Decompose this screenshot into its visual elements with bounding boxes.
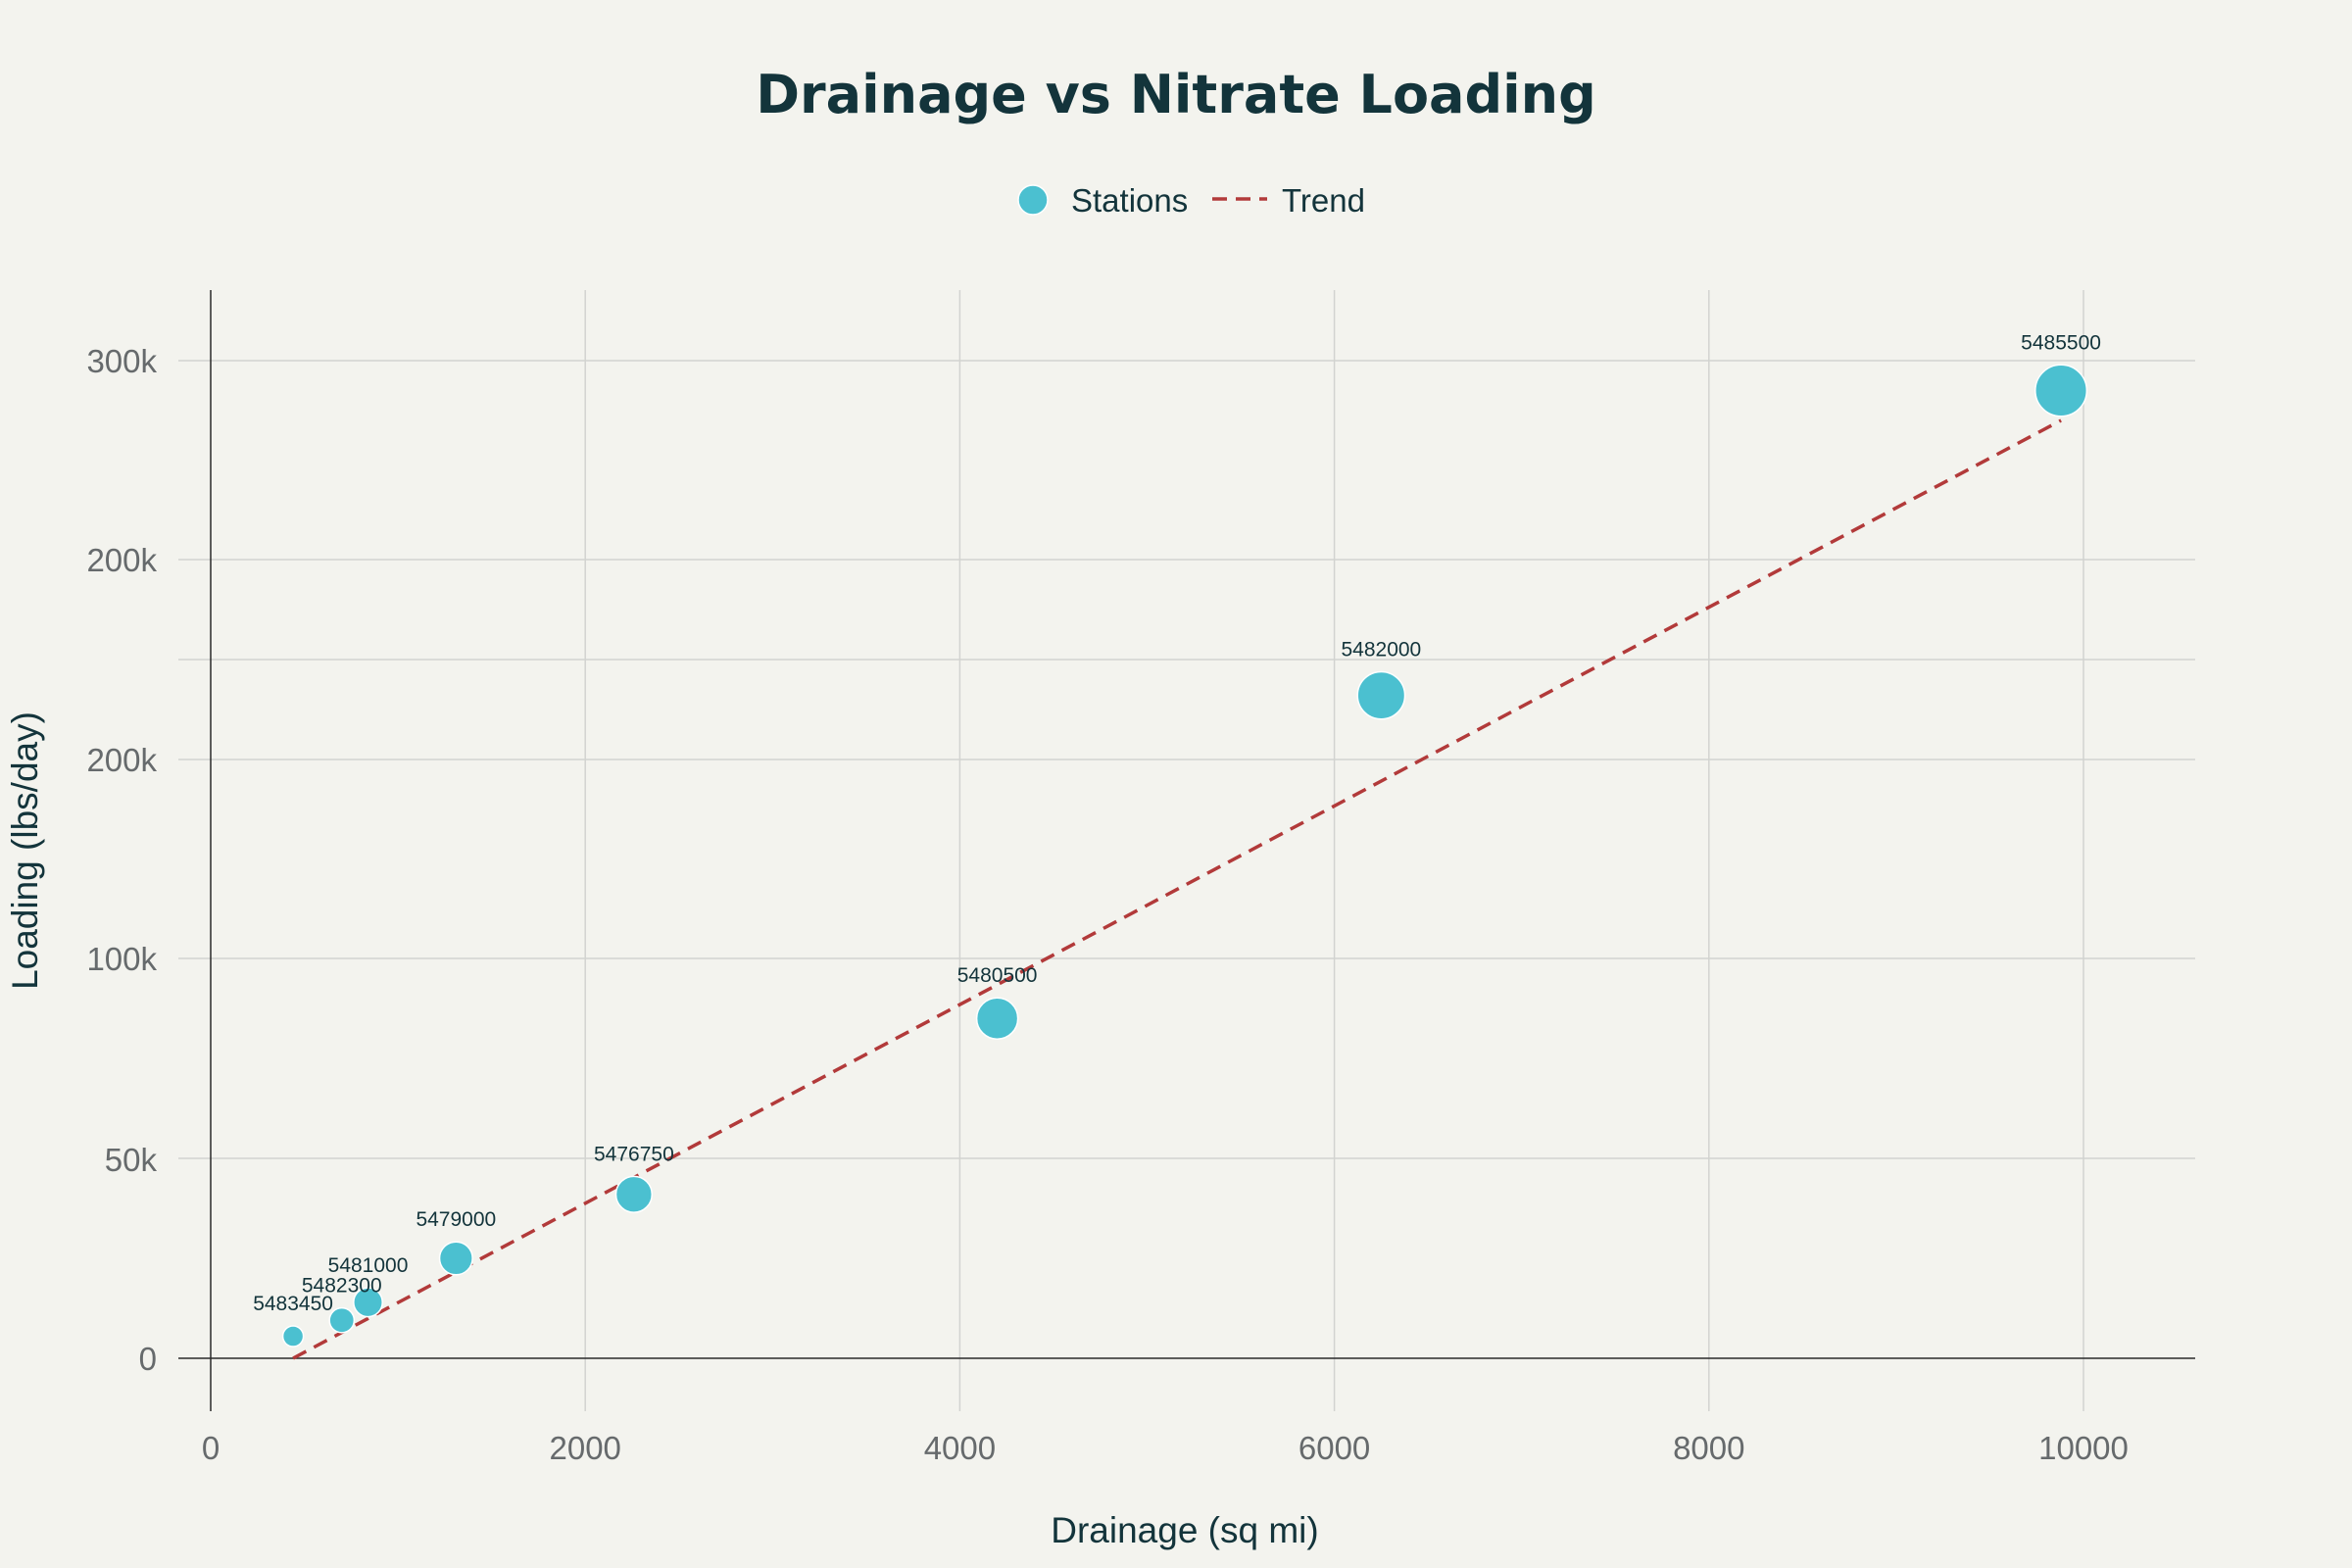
point-label-5480500: 5480500 <box>957 964 1038 987</box>
data-point-5483450[interactable] <box>281 1325 305 1348</box>
data-point-5485500[interactable] <box>2034 364 2088 417</box>
y-tick-label: 200k <box>86 542 157 578</box>
point-label-5479000: 5479000 <box>416 1208 496 1231</box>
x-axis-title: Drainage (sq mi) <box>1051 1510 1318 1550</box>
x-tick-label: 0 <box>202 1430 220 1466</box>
x-tick-label: 2000 <box>549 1430 620 1466</box>
point-label-5482000: 5482000 <box>1341 638 1421 661</box>
data-point-5479000[interactable] <box>438 1241 473 1276</box>
point-label-5476750: 5476750 <box>594 1143 674 1165</box>
data-point-5482000[interactable] <box>1356 670 1406 720</box>
x-tick-label: 10000 <box>2038 1430 2129 1466</box>
y-tick-label: 100k <box>86 941 157 977</box>
data-point-5480500[interactable] <box>975 997 1019 1040</box>
axes <box>178 290 2195 1411</box>
y-tick-label: 300k <box>86 343 157 379</box>
y-tick-label: 200k <box>86 742 157 778</box>
grid <box>178 290 2195 1411</box>
x-tick-label: 8000 <box>1673 1430 1744 1466</box>
point-label-5485500: 5485500 <box>2021 331 2101 354</box>
trend-line <box>292 418 2062 1360</box>
legend[interactable]: Stations Trend <box>1017 182 1365 219</box>
x-tick-label: 6000 <box>1298 1430 1370 1466</box>
x-tick-label: 4000 <box>924 1430 996 1466</box>
data-point-5482300[interactable] <box>328 1306 356 1334</box>
data-points <box>281 364 2088 1348</box>
data-point-5481000[interactable] <box>353 1287 383 1318</box>
legend-label-stations: Stations <box>1071 182 1188 219</box>
legend-item-stations[interactable]: Stations <box>1017 182 1188 219</box>
y-axis-ticks: 0 50k 100k 200k 200k 300k <box>86 343 157 1377</box>
point-label-5482300: 5482300 <box>302 1275 382 1298</box>
point-label-5481000: 5481000 <box>328 1254 409 1277</box>
legend-marker-stations <box>1017 184 1049 216</box>
x-axis-ticks: 0 2000 4000 6000 8000 10000 <box>202 1430 2129 1466</box>
y-tick-label: 0 <box>139 1341 157 1377</box>
y-tick-label: 50k <box>105 1142 158 1178</box>
y-axis-title: Loading (lbs/day) <box>5 711 45 990</box>
point-label-5483450: 5483450 <box>253 1293 333 1315</box>
chart-title: Drainage vs Nitrate Loading <box>756 64 1596 125</box>
legend-item-trend[interactable]: Trend <box>1212 182 1365 219</box>
data-point-5476750[interactable] <box>614 1175 654 1213</box>
legend-label-trend: Trend <box>1282 182 1365 219</box>
